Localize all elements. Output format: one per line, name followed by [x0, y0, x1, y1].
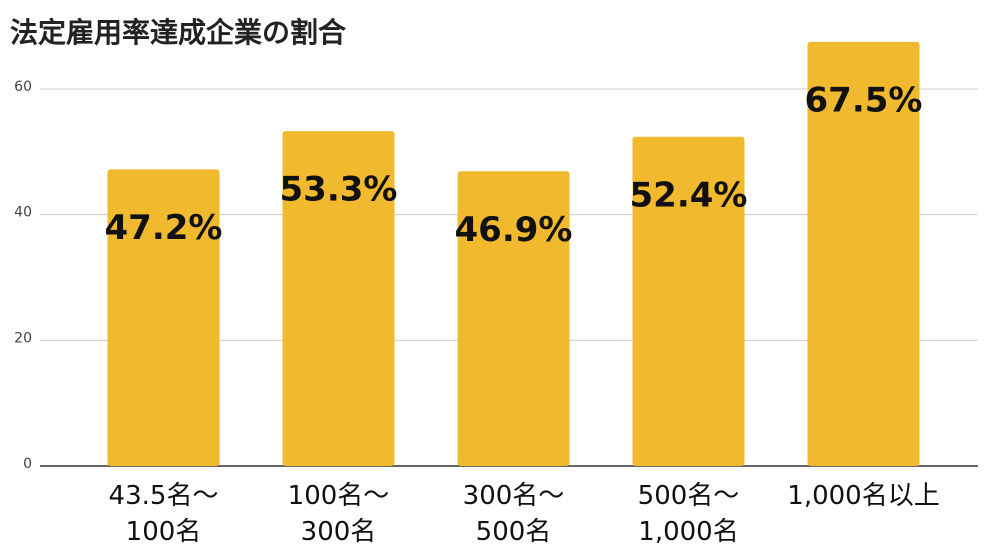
- x-tick-label: 1,000名以上: [787, 481, 940, 511]
- x-tick-label: 300名～ 500名: [462, 481, 565, 547]
- x-tick-label: 43.5名～ 100名: [108, 481, 219, 547]
- y-tick-label: 20: [14, 330, 32, 346]
- value-label: 47.2%: [105, 208, 223, 248]
- y-tick-label: 60: [14, 79, 32, 95]
- bar: [282, 131, 395, 466]
- y-tick-label: 40: [14, 205, 32, 221]
- value-label: 52.4%: [630, 175, 748, 215]
- value-label: 53.3%: [280, 170, 398, 210]
- x-tick-label: 100名～ 300名: [287, 481, 390, 547]
- value-label: 46.9%: [455, 210, 573, 250]
- x-tick-label: 500名～ 1,000名: [637, 481, 740, 547]
- bar: [632, 136, 745, 466]
- bar: [457, 171, 570, 467]
- bar: [807, 41, 920, 466]
- chart-title: 法定雇用率達成企業の割合: [10, 16, 347, 49]
- value-label: 67.5%: [805, 80, 923, 120]
- y-tick-label: 0: [23, 456, 32, 472]
- bar: [107, 169, 220, 466]
